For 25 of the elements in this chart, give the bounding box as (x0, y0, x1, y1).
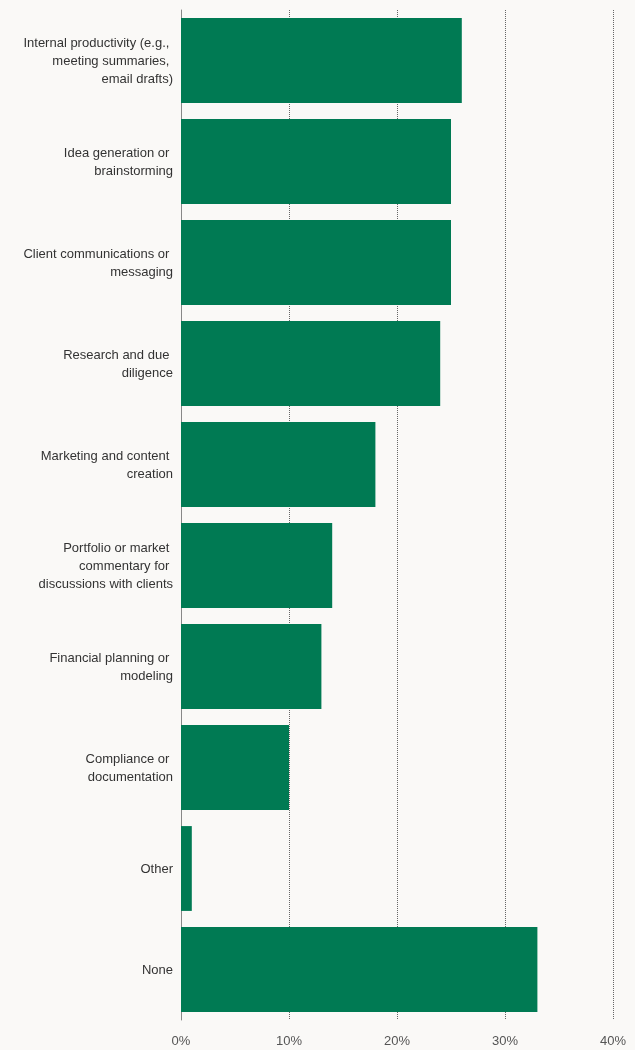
bar (181, 826, 192, 911)
y-tick-label: Other (140, 861, 174, 876)
y-tick-label: Client communications or messaging (23, 246, 173, 279)
bar (181, 624, 322, 709)
x-tick-label: 0% (171, 1033, 191, 1048)
bar (181, 220, 451, 305)
bar (181, 18, 462, 103)
x-tick-label: 10% (275, 1033, 303, 1048)
x-tick-label: 40% (599, 1033, 627, 1048)
y-tick-label: Portfolio or market commentary for discussions with clients (38, 540, 174, 591)
bar (181, 119, 451, 204)
y-tick-label: Research and due diligence (63, 347, 173, 380)
y-tick-label: None (141, 962, 173, 977)
bar (181, 422, 376, 507)
bar (181, 725, 289, 810)
x-tick-label: 30% (491, 1033, 519, 1048)
bar (181, 321, 441, 406)
y-tick-label: Compliance or documentation (85, 751, 173, 784)
x-tick-label: 20% (383, 1033, 411, 1048)
bar (181, 927, 538, 1012)
y-tick-label: Idea generation or brainstorming (63, 145, 173, 178)
y-tick-label: Financial planning or modeling (49, 650, 173, 683)
bar (181, 523, 333, 608)
y-tick-label: Internal productivity (e.g., meeting summaries, email drafts) (23, 35, 173, 86)
y-tick-label: Marketing and content creation (40, 448, 173, 481)
